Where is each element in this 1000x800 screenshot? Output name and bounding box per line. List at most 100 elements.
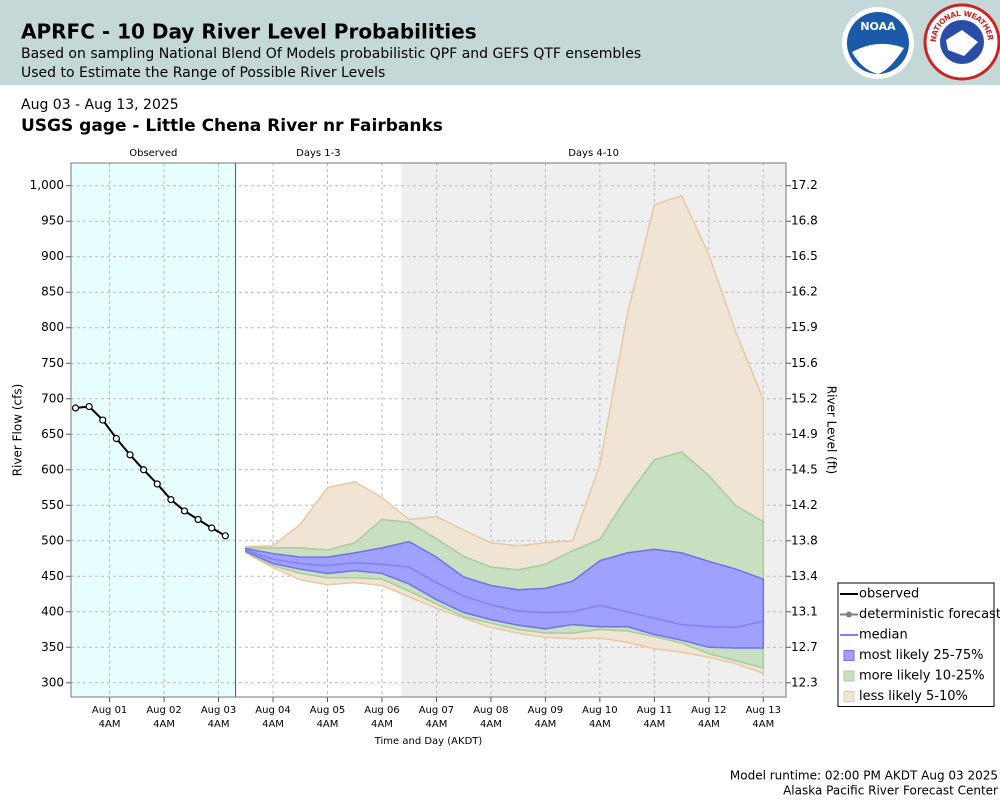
y-tick-label: 300 xyxy=(41,675,64,689)
y2-tick-label: 13.1 xyxy=(791,604,818,618)
x-tick-label: 4AM xyxy=(208,719,230,730)
region-label: Observed xyxy=(129,148,177,159)
legend-label: less likely 5-10% xyxy=(859,689,968,704)
y2-tick-label: 15.9 xyxy=(791,320,818,334)
legend-label: most likely 25-75% xyxy=(859,648,983,663)
y2-tick-label: 16.5 xyxy=(791,249,818,263)
series-point xyxy=(126,451,134,459)
series-point xyxy=(221,532,229,540)
y-tick-label: 650 xyxy=(41,427,64,441)
y-tick-label: 1,000 xyxy=(30,178,64,192)
x-tick-label: Aug 01 xyxy=(92,705,127,716)
legend-label: median xyxy=(859,628,908,643)
x-tick-label: Aug 03 xyxy=(201,705,236,716)
y-tick-label: 600 xyxy=(41,462,64,476)
series-point xyxy=(85,402,93,411)
x-tick-label: Aug 10 xyxy=(582,705,617,716)
nws-cloud xyxy=(946,30,978,56)
y2-tick-label: 14.2 xyxy=(791,498,818,512)
region xyxy=(235,163,402,697)
y2-tick-label: 14.9 xyxy=(791,427,818,441)
plot-frame xyxy=(70,162,787,698)
y-tick-label: 900 xyxy=(41,249,64,263)
x-tick-label: 4AM xyxy=(643,719,665,730)
y2-tick-label: 15.2 xyxy=(791,391,818,405)
probability-band xyxy=(245,540,765,649)
series-point xyxy=(153,480,161,488)
x-tick-label: 4AM xyxy=(371,719,393,730)
y-tick-label: 800 xyxy=(41,320,64,334)
chart-title: USGS gage - Little Chena River nr Fairba… xyxy=(21,116,443,136)
x-tick-label: 4AM xyxy=(99,719,121,730)
legend-swatch xyxy=(843,650,855,661)
legend-label: more likely 10-25% xyxy=(859,669,985,684)
x-tick-label: Aug 08 xyxy=(473,705,508,716)
y-tick-label: 950 xyxy=(41,214,64,228)
series-point xyxy=(208,524,216,532)
header-band xyxy=(0,0,1000,85)
y2-tick-label: 12.7 xyxy=(791,640,818,654)
noaa-text: NOAA xyxy=(860,20,896,33)
series-line xyxy=(245,549,764,629)
legend-box xyxy=(837,582,995,707)
series-point xyxy=(140,466,148,474)
chart-subtitle: Aug 03 - Aug 13, 2025 xyxy=(21,97,179,113)
x-tick-label: Aug 04 xyxy=(255,705,290,716)
x-tick-label: 4AM xyxy=(698,719,720,730)
series-point xyxy=(167,495,175,504)
x-tick-label: Aug 11 xyxy=(637,705,672,716)
y2-tick-label: 15.6 xyxy=(791,356,818,370)
noaa-gull xyxy=(852,43,904,74)
x-tick-label: 4AM xyxy=(480,719,502,730)
y-tick-label: 350 xyxy=(41,640,64,654)
footer-line: Alaska Pacific River Forecast Center xyxy=(783,784,998,798)
legend-swatch xyxy=(843,691,855,702)
y2-tick-label: 16.2 xyxy=(791,285,818,299)
x-tick-label: 4AM xyxy=(589,719,611,730)
x-tick-label: 4AM xyxy=(317,719,339,730)
plot: Observed Days 1-3 Days 4-10 300 350 400 450 500… xyxy=(11,148,1000,747)
x-tick-label: Aug 09 xyxy=(528,705,563,716)
x-tick-label: 4AM xyxy=(534,719,556,730)
y-tick-label: 750 xyxy=(41,356,64,370)
y-tick-label: 700 xyxy=(41,391,64,405)
y2-tick-label: 12.3 xyxy=(791,675,818,689)
x-tick-label: Aug 12 xyxy=(691,705,726,716)
y2-tick-label: 13.8 xyxy=(791,533,818,547)
series-point xyxy=(99,416,107,424)
series-point xyxy=(194,515,202,524)
legend-label: observed xyxy=(859,587,919,602)
y-tick-label: 550 xyxy=(41,498,64,512)
x-tick-label: 4AM xyxy=(426,719,448,730)
series-point xyxy=(112,434,120,443)
x-tick-label: Aug 13 xyxy=(746,705,781,716)
y2-tick-label: 16.8 xyxy=(791,214,818,228)
y2-tick-label: 13.4 xyxy=(791,569,818,583)
y2-axis-label: River Level (ft) xyxy=(825,386,839,474)
x-tick-label: Aug 02 xyxy=(146,705,181,716)
y-tick-label: 400 xyxy=(41,604,64,618)
series-point xyxy=(180,507,189,515)
x-tick-label: 4AM xyxy=(153,719,175,730)
y2-tick-label: 17.2 xyxy=(791,178,818,192)
legend-label: deterministic forecast xyxy=(859,607,1000,622)
x-tick-label: Aug 05 xyxy=(310,705,345,716)
x-tick-label: 4AM xyxy=(262,719,284,730)
x-axis-label: Time and Day (AKDT) xyxy=(374,736,483,747)
x-tick-label: Aug 06 xyxy=(364,705,399,716)
region-label: Days 1-3 xyxy=(296,148,340,159)
y-tick-label: 850 xyxy=(41,285,64,299)
legend-swatch xyxy=(843,670,855,682)
series-point xyxy=(71,404,80,412)
region-label: Days 4-10 xyxy=(568,148,619,159)
x-tick-label: Aug 07 xyxy=(419,705,454,716)
y-tick-label: 450 xyxy=(41,569,64,583)
footer-line: Model runtime: 02:00 PM AKDT Aug 03 2025 xyxy=(730,769,998,783)
header-title: APRFC - 10 Day River Level Probabilities xyxy=(21,20,477,44)
legend-marker xyxy=(846,611,852,618)
y-axis-label: River Flow (cfs) xyxy=(11,384,25,477)
y2-tick-label: 14.5 xyxy=(791,462,818,476)
x-tick-label: 4AM xyxy=(752,719,774,730)
header-subtitle: Used to Estimate the Range of Possible R… xyxy=(21,65,385,81)
